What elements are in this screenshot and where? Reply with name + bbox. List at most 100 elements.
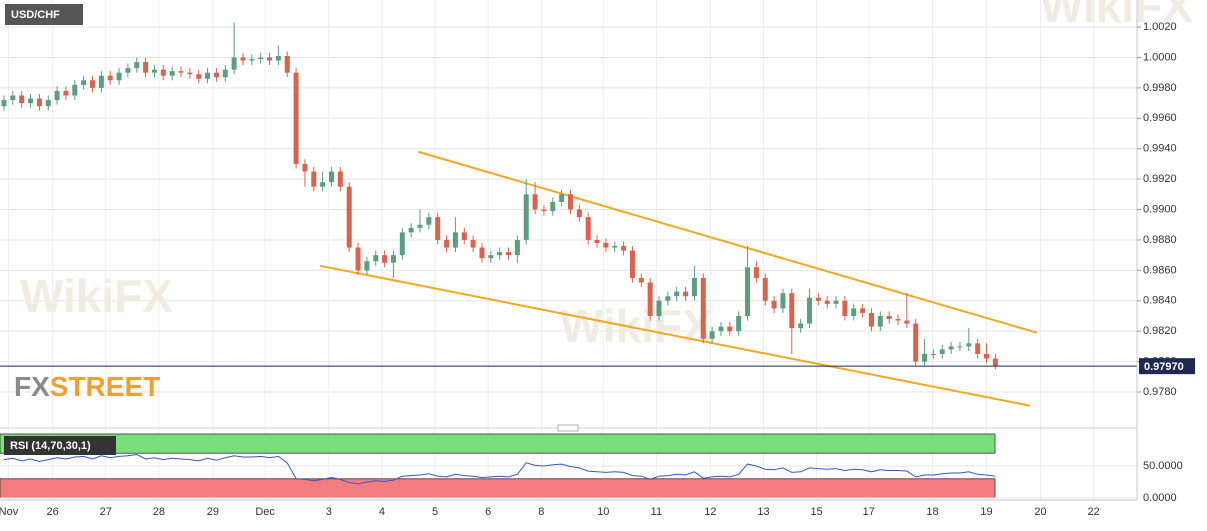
candle-body [824, 300, 830, 304]
candle-body [815, 297, 821, 301]
candle-body [90, 80, 96, 88]
x-tick-label: Nov [0, 506, 19, 518]
x-tick-label: 10 [597, 506, 609, 518]
candle-body [753, 267, 759, 278]
candle-body [444, 239, 450, 248]
candle-body [984, 353, 990, 359]
candle-body [992, 358, 998, 367]
x-tick-label: Dec [255, 506, 275, 518]
title-box [5, 4, 83, 25]
x-tick-label: 6 [485, 506, 491, 518]
candle-body [302, 163, 308, 172]
y-tick-label: 0.9980 [1143, 82, 1177, 94]
candle-body [258, 57, 264, 59]
candle-body [222, 69, 228, 78]
candle-body [860, 308, 866, 313]
candle-body [249, 58, 255, 61]
candle-body [532, 194, 538, 210]
candle-body [868, 312, 874, 327]
candle-body [160, 69, 166, 76]
candle-body [337, 171, 343, 187]
candle-body [594, 239, 600, 243]
candle-body [426, 217, 432, 225]
y-tick-label: 0.9900 [1143, 203, 1177, 215]
candle-body [488, 255, 494, 259]
candle-body [107, 75, 113, 81]
candle-body [798, 323, 804, 329]
watermark-layer: WikiFX WikiFX WikiFX [20, 0, 1193, 352]
candle-body [789, 293, 795, 329]
candle-body [647, 282, 653, 316]
candle-body [683, 291, 689, 297]
rsi-title: RSI (14,70,30,1) [10, 440, 91, 452]
candle-body [134, 62, 140, 69]
label-layer: USD/CHF RSI (14,70,30,1) FXSTREET Nov 26 2… [0, 4, 1195, 518]
candle-body [886, 315, 892, 320]
y-tick-label: 0.9840 [1143, 295, 1177, 307]
rsi-line [3, 453, 996, 485]
candle-body [399, 232, 405, 256]
candle-body [939, 349, 945, 354]
logo-street: STREET [50, 371, 160, 402]
y-tick-label: 0.9860 [1143, 264, 1177, 276]
candle-body [470, 239, 476, 248]
candle-body [506, 252, 512, 256]
overbought-band [0, 433, 996, 454]
candle-body [267, 57, 273, 61]
candle-body [576, 209, 582, 218]
candle-body [10, 95, 16, 101]
x-tick-label: 8 [538, 506, 544, 518]
x-tick-label: 12 [704, 506, 716, 518]
y-tick-label: 0.9820 [1143, 325, 1177, 337]
candle-body [665, 296, 671, 301]
x-tick-label: 11 [651, 506, 662, 518]
y-tick-label: 0.9960 [1143, 112, 1177, 124]
chart-title: USD/CHF [11, 9, 60, 21]
candle-body [674, 291, 680, 297]
candle-body [98, 75, 104, 88]
candle-body [771, 300, 777, 309]
y-tick-label: 1.0020 [1143, 21, 1177, 33]
candle-body [373, 255, 379, 262]
watermark: WikiFX [20, 270, 173, 322]
x-tick-label: 15 [810, 506, 822, 518]
candle-body [718, 326, 724, 332]
candle-body [1, 100, 7, 107]
candle-body [355, 247, 361, 271]
candle-body [762, 277, 768, 301]
grid-layer [0, 0, 1137, 500]
candle-body [275, 55, 281, 61]
x-tick-label: 5 [432, 506, 438, 518]
candle-body [922, 353, 928, 362]
last-price-label: 0.97970 [1144, 361, 1184, 373]
y-tick-label: 1.0000 [1143, 51, 1177, 63]
candle-body [178, 71, 184, 73]
candle-body [559, 194, 565, 202]
candle-body [780, 293, 786, 309]
candle-body [745, 267, 751, 316]
candle-body [143, 62, 149, 73]
y-tick-label: 0.9880 [1143, 234, 1177, 246]
candle-body [408, 227, 414, 233]
y-tick-label: 0.9920 [1143, 173, 1177, 185]
candle-body [833, 300, 839, 304]
x-tick-label: 13 [757, 506, 769, 518]
x-tick-label: 26 [47, 506, 59, 518]
candle-body [240, 57, 246, 61]
rsi-tick-label: 50.0000 [1143, 460, 1183, 472]
candle-body [187, 72, 193, 75]
candle-body [151, 69, 157, 73]
candle-body [452, 232, 458, 248]
pane-handle[interactable] [557, 424, 579, 432]
candle-body [948, 346, 954, 350]
candle-body [390, 255, 396, 263]
trendline [319, 264, 1031, 407]
candle-body [205, 72, 211, 79]
rsi-tick-label: 0.0000 [1143, 492, 1177, 504]
x-tick-label: 18 [926, 506, 938, 518]
rsi-title-box [4, 436, 116, 455]
candle-body [54, 90, 60, 101]
candle-body [320, 182, 326, 187]
logo: FXSTREET [14, 371, 160, 402]
